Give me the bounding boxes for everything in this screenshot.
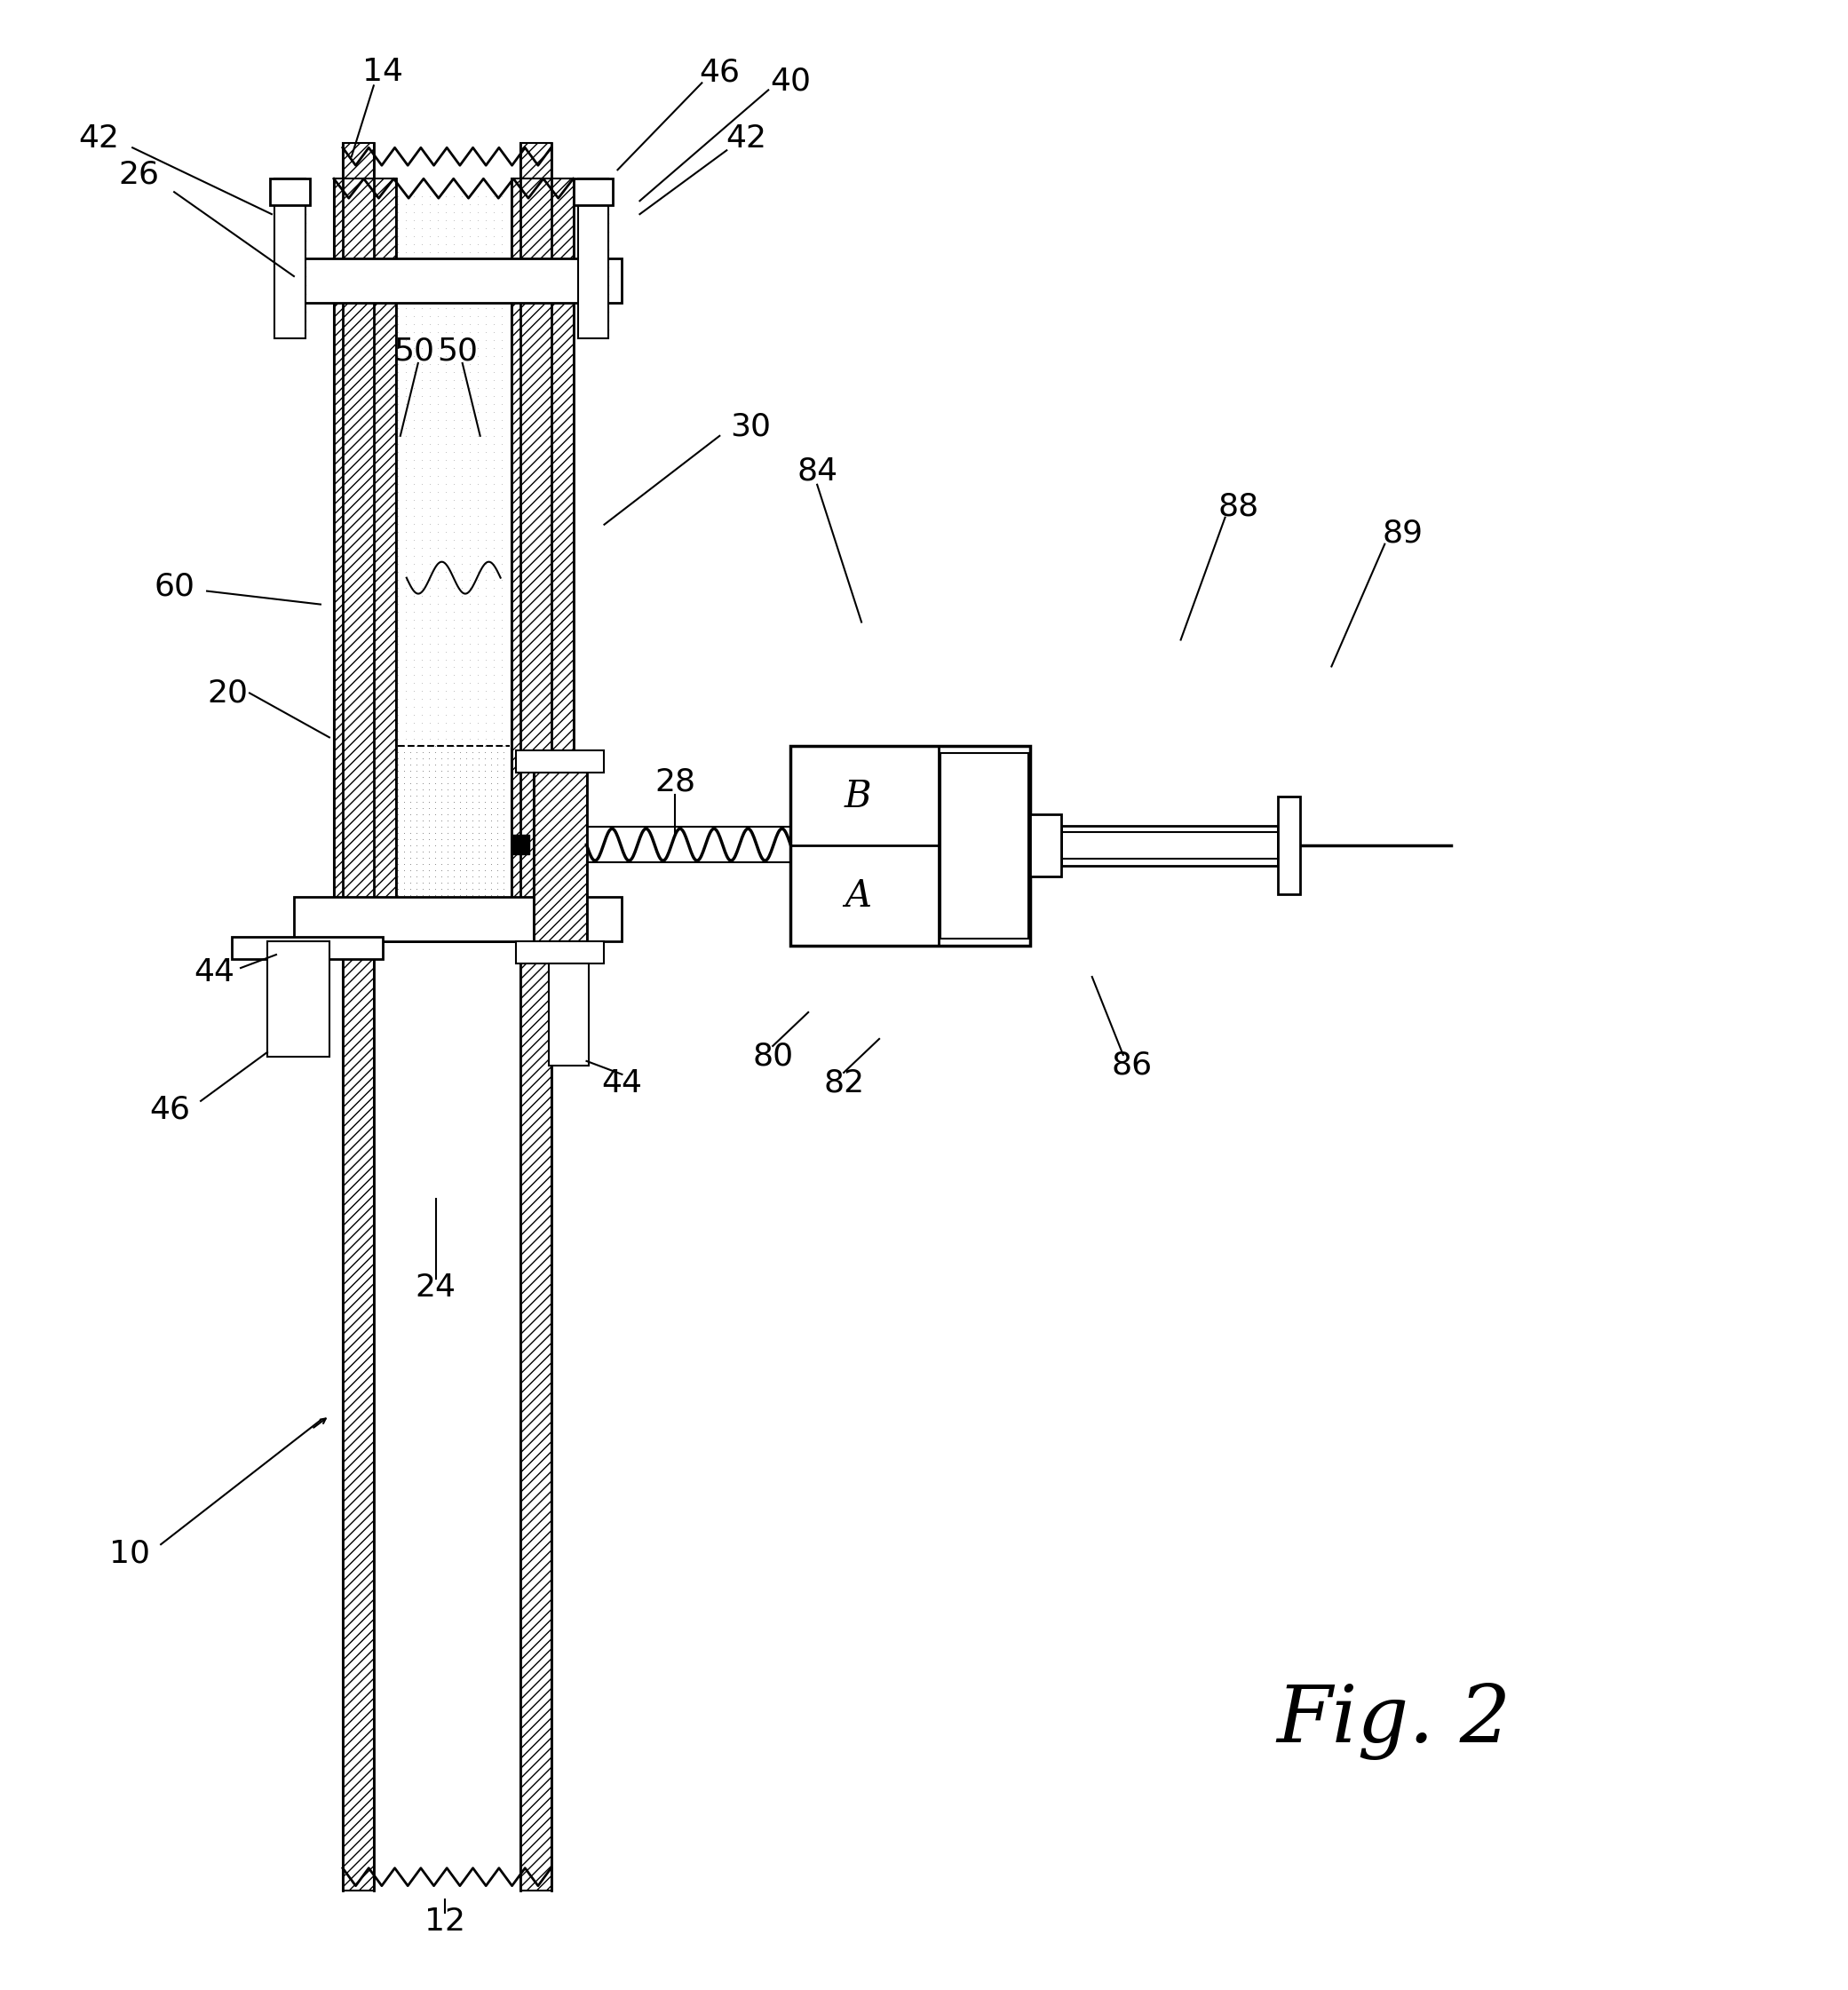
Bar bbox=[1029, 814, 1061, 878]
Text: 84: 84 bbox=[796, 456, 837, 486]
Text: 30: 30 bbox=[730, 412, 771, 442]
Text: B: B bbox=[845, 778, 870, 814]
Text: 50: 50 bbox=[394, 336, 434, 366]
Bar bbox=[941, 754, 1027, 939]
Text: 42: 42 bbox=[726, 123, 767, 153]
Bar bbox=[578, 179, 608, 338]
Bar bbox=[334, 179, 395, 941]
Text: 86: 86 bbox=[1111, 1051, 1153, 1081]
Text: 20: 20 bbox=[207, 679, 248, 708]
Text: 89: 89 bbox=[1382, 517, 1423, 549]
Bar bbox=[534, 772, 586, 941]
Bar bbox=[342, 143, 373, 1890]
Bar bbox=[516, 941, 604, 963]
Bar bbox=[512, 836, 529, 854]
Text: 14: 14 bbox=[362, 58, 403, 88]
Bar bbox=[549, 963, 588, 1065]
Bar bbox=[573, 179, 614, 205]
Text: 12: 12 bbox=[425, 1906, 466, 1936]
Text: 82: 82 bbox=[822, 1069, 865, 1098]
Bar bbox=[791, 746, 1029, 945]
Text: 28: 28 bbox=[654, 766, 695, 796]
Text: 88: 88 bbox=[1218, 492, 1258, 521]
Text: 80: 80 bbox=[752, 1041, 793, 1073]
Text: 46: 46 bbox=[699, 58, 739, 88]
Bar bbox=[274, 179, 305, 338]
Bar bbox=[1061, 826, 1279, 866]
Bar bbox=[268, 941, 329, 1057]
Text: 10: 10 bbox=[109, 1538, 150, 1568]
Text: 44: 44 bbox=[194, 957, 235, 987]
Bar bbox=[294, 259, 623, 302]
Bar bbox=[294, 897, 623, 941]
Text: 40: 40 bbox=[771, 66, 811, 96]
Bar bbox=[1279, 796, 1301, 894]
Bar bbox=[516, 750, 604, 772]
Bar bbox=[519, 143, 551, 1890]
Text: 50: 50 bbox=[438, 336, 479, 366]
Text: 24: 24 bbox=[416, 1272, 456, 1301]
Text: 42: 42 bbox=[78, 123, 120, 153]
Bar bbox=[512, 179, 573, 941]
Text: 26: 26 bbox=[118, 159, 159, 189]
Bar bbox=[231, 937, 383, 959]
Text: 60: 60 bbox=[153, 571, 194, 601]
Text: Fig. 2: Fig. 2 bbox=[1277, 1684, 1512, 1761]
Text: 44: 44 bbox=[602, 1069, 643, 1098]
Text: A: A bbox=[845, 878, 870, 915]
Text: 46: 46 bbox=[150, 1095, 190, 1124]
Bar bbox=[270, 179, 310, 205]
